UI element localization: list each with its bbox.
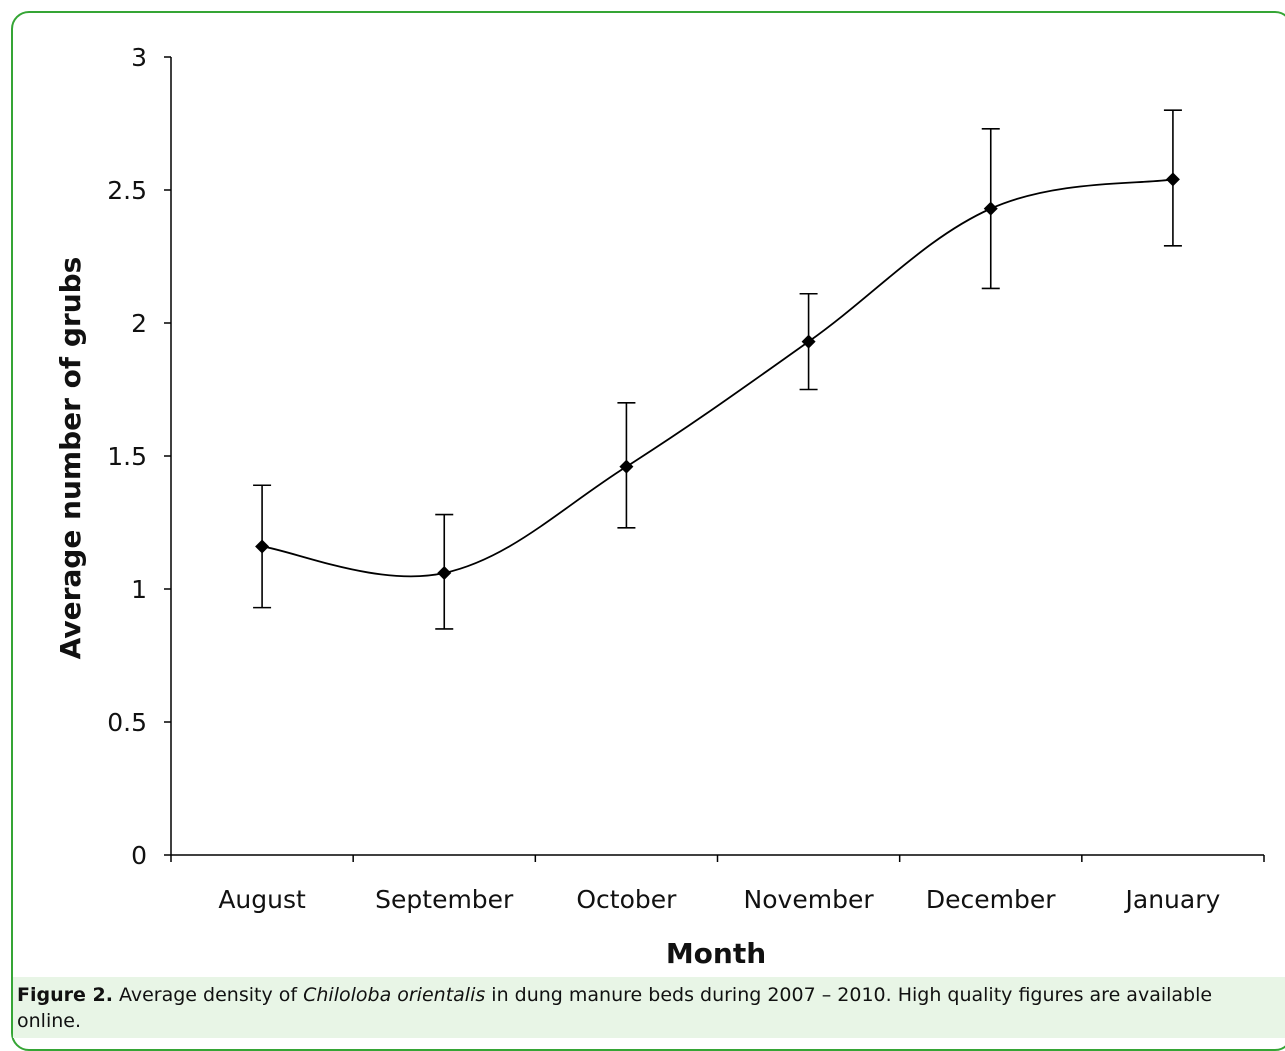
y-axis: 0 0.5 1 1.5 2 2.5 3 bbox=[107, 43, 172, 870]
figure-label: Figure 2. bbox=[17, 984, 113, 1006]
y-tick-label: 1 bbox=[131, 575, 147, 604]
figure-caption: Figure 2. Average density of Chiloloba o… bbox=[13, 977, 1285, 1038]
figure-frame bbox=[11, 11, 1285, 1051]
x-tick-label: November bbox=[744, 885, 875, 914]
data-point bbox=[983, 201, 998, 216]
x-tick-label: December bbox=[926, 885, 1056, 914]
x-axis: August September October November December Ja… bbox=[170, 854, 1265, 914]
x-tick-label: September bbox=[375, 885, 514, 914]
data-point bbox=[619, 459, 634, 474]
series-line bbox=[261, 178, 1174, 578]
data-point bbox=[801, 334, 816, 349]
x-tick-label: October bbox=[576, 885, 677, 914]
data-point bbox=[255, 539, 270, 554]
y-tick-label: 1.5 bbox=[107, 442, 147, 471]
x-tick-label: January bbox=[1124, 885, 1221, 914]
x-tick-label: August bbox=[218, 885, 306, 914]
data-point bbox=[1165, 172, 1180, 187]
x-axis-title: Month bbox=[666, 937, 766, 970]
y-tick-label: 0 bbox=[131, 841, 147, 870]
y-tick-label: 3 bbox=[131, 43, 147, 72]
data-point bbox=[437, 566, 452, 581]
caption-text-after: in dung manure beds during 2007 – 2010. … bbox=[17, 984, 1213, 1032]
y-tick-label: 0.5 bbox=[107, 708, 147, 737]
species-name: Chiloloba orientalis bbox=[303, 984, 486, 1006]
caption-text-before: Average density of bbox=[112, 984, 304, 1006]
y-tick-label: 2.5 bbox=[107, 176, 147, 205]
plot-area bbox=[253, 109, 1182, 630]
y-axis-title: Average number of grubs bbox=[54, 257, 87, 660]
line-chart: 0 0.5 1 1.5 2 2.5 3 August September October Nove… bbox=[54, 43, 1265, 970]
y-tick-label: 2 bbox=[131, 309, 147, 338]
